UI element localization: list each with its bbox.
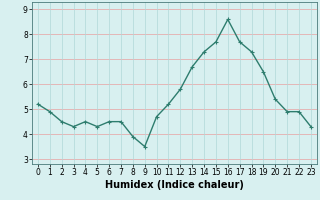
X-axis label: Humidex (Indice chaleur): Humidex (Indice chaleur) — [105, 180, 244, 190]
